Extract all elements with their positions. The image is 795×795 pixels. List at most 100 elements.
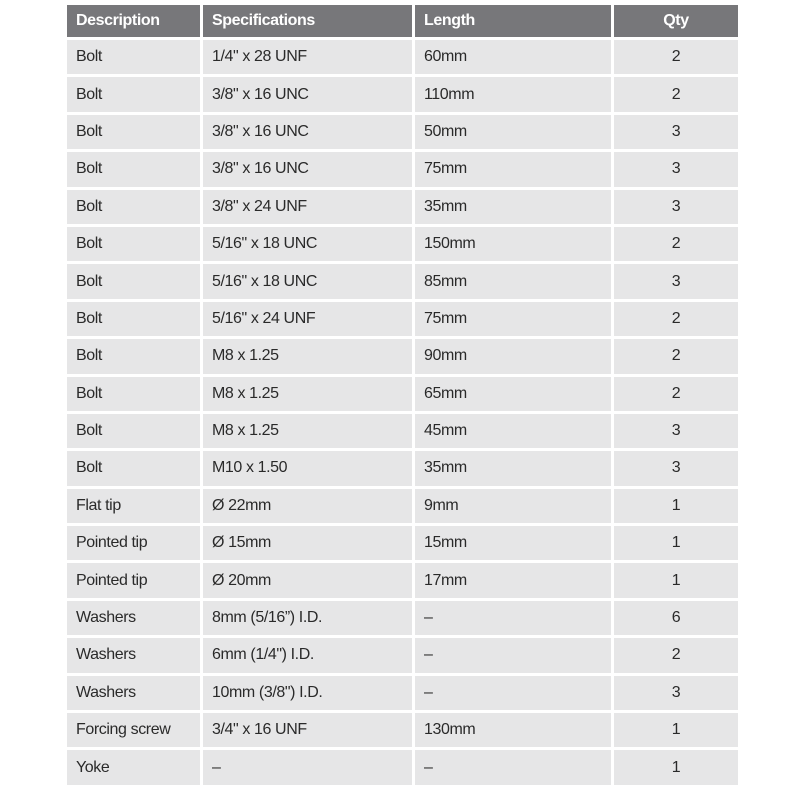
table-row: Washers 6mm (1/4") I.D. –2	[67, 638, 738, 673]
specifications-cell: 5/16" x 18 UNC	[203, 226, 412, 262]
qty-cell: 2	[614, 376, 738, 411]
table-row: Bolt 3/8" x 16 UNC 110mm 2	[67, 77, 738, 112]
description-cell: Bolt	[67, 264, 200, 299]
length-cell: 60mm	[415, 40, 611, 75]
specifications-cell: 10mm (3/8") I.D.	[203, 675, 412, 711]
specifications-cell: 1/4" x 28 UNF	[203, 40, 412, 75]
qty-cell: 3	[614, 264, 738, 299]
length-cell: 150mm	[415, 226, 611, 262]
qty-cell: 2	[614, 638, 738, 673]
table-row: Washers 8mm (5/16”) I.D. –6	[67, 600, 738, 636]
specifications-cell: 5/16" x 24 UNF	[203, 301, 412, 337]
qty-cell: 3	[614, 114, 738, 150]
table-row: Bolt 5/16" x 24 UNF 75mm 2	[67, 301, 738, 337]
qty-cell: 3	[614, 451, 738, 486]
table-row: Bolt 5/16" x 18 UNC 85mm 3	[67, 264, 738, 299]
table-row: Pointed tip Ø 20mm 17mm 1	[67, 563, 738, 598]
table-row: Bolt 3/8" x 16 UNC 75mm 3	[67, 152, 738, 187]
length-cell: –	[415, 600, 611, 636]
specifications-cell: Ø 20mm	[203, 563, 412, 598]
specifications-cell: 3/8" x 16 UNC	[203, 152, 412, 187]
description-cell: Washers	[67, 675, 200, 711]
qty-cell: 1	[614, 488, 738, 524]
table-row: Yoke – –1	[67, 750, 738, 785]
qty-cell: 2	[614, 77, 738, 112]
description-cell: Bolt	[67, 451, 200, 486]
table-row: Bolt M8 x 1.25 45mm 3	[67, 413, 738, 449]
specifications-cell: Ø 22mm	[203, 488, 412, 524]
length-cell: 15mm	[415, 526, 611, 561]
header-specifications: Specifications	[203, 5, 412, 37]
length-cell: 85mm	[415, 264, 611, 299]
qty-cell: 2	[614, 226, 738, 262]
length-cell: 65mm	[415, 376, 611, 411]
header-length: Length	[415, 5, 611, 37]
header-qty: Qty	[614, 5, 738, 37]
length-cell: 45mm	[415, 413, 611, 449]
length-cell: –	[415, 638, 611, 673]
table-row: Bolt M8 x 1.25 90mm 2	[67, 339, 738, 374]
qty-cell: 3	[614, 413, 738, 449]
qty-cell: 1	[614, 563, 738, 598]
length-cell: 35mm	[415, 189, 611, 224]
specifications-cell: –	[203, 750, 412, 785]
table-row: Washers 10mm (3/8") I.D. –3	[67, 675, 738, 711]
qty-cell: 1	[614, 526, 738, 561]
header-row: Description Specifications Length Qty	[67, 5, 738, 37]
description-cell: Bolt	[67, 226, 200, 262]
description-cell: Bolt	[67, 77, 200, 112]
length-cell: 17mm	[415, 563, 611, 598]
description-cell: Bolt	[67, 301, 200, 337]
qty-cell: 3	[614, 675, 738, 711]
description-cell: Bolt	[67, 114, 200, 150]
description-cell: Flat tip	[67, 488, 200, 524]
description-cell: Bolt	[67, 376, 200, 411]
qty-cell: 2	[614, 339, 738, 374]
description-cell: Bolt	[67, 152, 200, 187]
description-cell: Forcing screw	[67, 713, 200, 748]
qty-cell: 6	[614, 600, 738, 636]
parts-table: Description Specifications Length Qty Bo…	[64, 2, 741, 788]
description-cell: Bolt	[67, 413, 200, 449]
length-cell: 9mm	[415, 488, 611, 524]
length-cell: 50mm	[415, 114, 611, 150]
qty-cell: 2	[614, 40, 738, 75]
table-row: Bolt 1/4" x 28 UNF 60mm 2	[67, 40, 738, 75]
specifications-cell: M10 x 1.50	[203, 451, 412, 486]
specifications-cell: 8mm (5/16”) I.D.	[203, 600, 412, 636]
specifications-cell: 5/16" x 18 UNC	[203, 264, 412, 299]
table-row: Pointed tip Ø 15mm 15mm 1	[67, 526, 738, 561]
table-row: Bolt M8 x 1.25 65mm 2	[67, 376, 738, 411]
specifications-cell: M8 x 1.25	[203, 413, 412, 449]
description-cell: Yoke	[67, 750, 200, 785]
header-description: Description	[67, 5, 200, 37]
table-row: Bolt 3/8" x 24 UNF 35mm 3	[67, 189, 738, 224]
specifications-cell: 3/8" x 16 UNC	[203, 114, 412, 150]
length-cell: –	[415, 675, 611, 711]
qty-cell: 2	[614, 301, 738, 337]
length-cell: 75mm	[415, 152, 611, 187]
table-row: Forcing screw 3/4" x 16 UNF 130mm 1	[67, 713, 738, 748]
specifications-cell: 3/8" x 24 UNF	[203, 189, 412, 224]
qty-cell: 3	[614, 189, 738, 224]
qty-cell: 3	[614, 152, 738, 187]
description-cell: Washers	[67, 600, 200, 636]
specifications-cell: Ø 15mm	[203, 526, 412, 561]
length-cell: 35mm	[415, 451, 611, 486]
table-row: Flat tip Ø 22mm 9mm 1	[67, 488, 738, 524]
description-cell: Pointed tip	[67, 563, 200, 598]
specifications-cell: M8 x 1.25	[203, 339, 412, 374]
description-cell: Washers	[67, 638, 200, 673]
specifications-cell: 3/8" x 16 UNC	[203, 77, 412, 112]
description-cell: Pointed tip	[67, 526, 200, 561]
length-cell: 75mm	[415, 301, 611, 337]
specifications-cell: 3/4" x 16 UNF	[203, 713, 412, 748]
description-cell: Bolt	[67, 339, 200, 374]
table-row: Bolt 3/8" x 16 UNC 50mm 3	[67, 114, 738, 150]
length-cell: –	[415, 750, 611, 785]
length-cell: 110mm	[415, 77, 611, 112]
qty-cell: 1	[614, 713, 738, 748]
table-row: Bolt 5/16" x 18 UNC 150mm 2	[67, 226, 738, 262]
specifications-cell: M8 x 1.25	[203, 376, 412, 411]
length-cell: 90mm	[415, 339, 611, 374]
